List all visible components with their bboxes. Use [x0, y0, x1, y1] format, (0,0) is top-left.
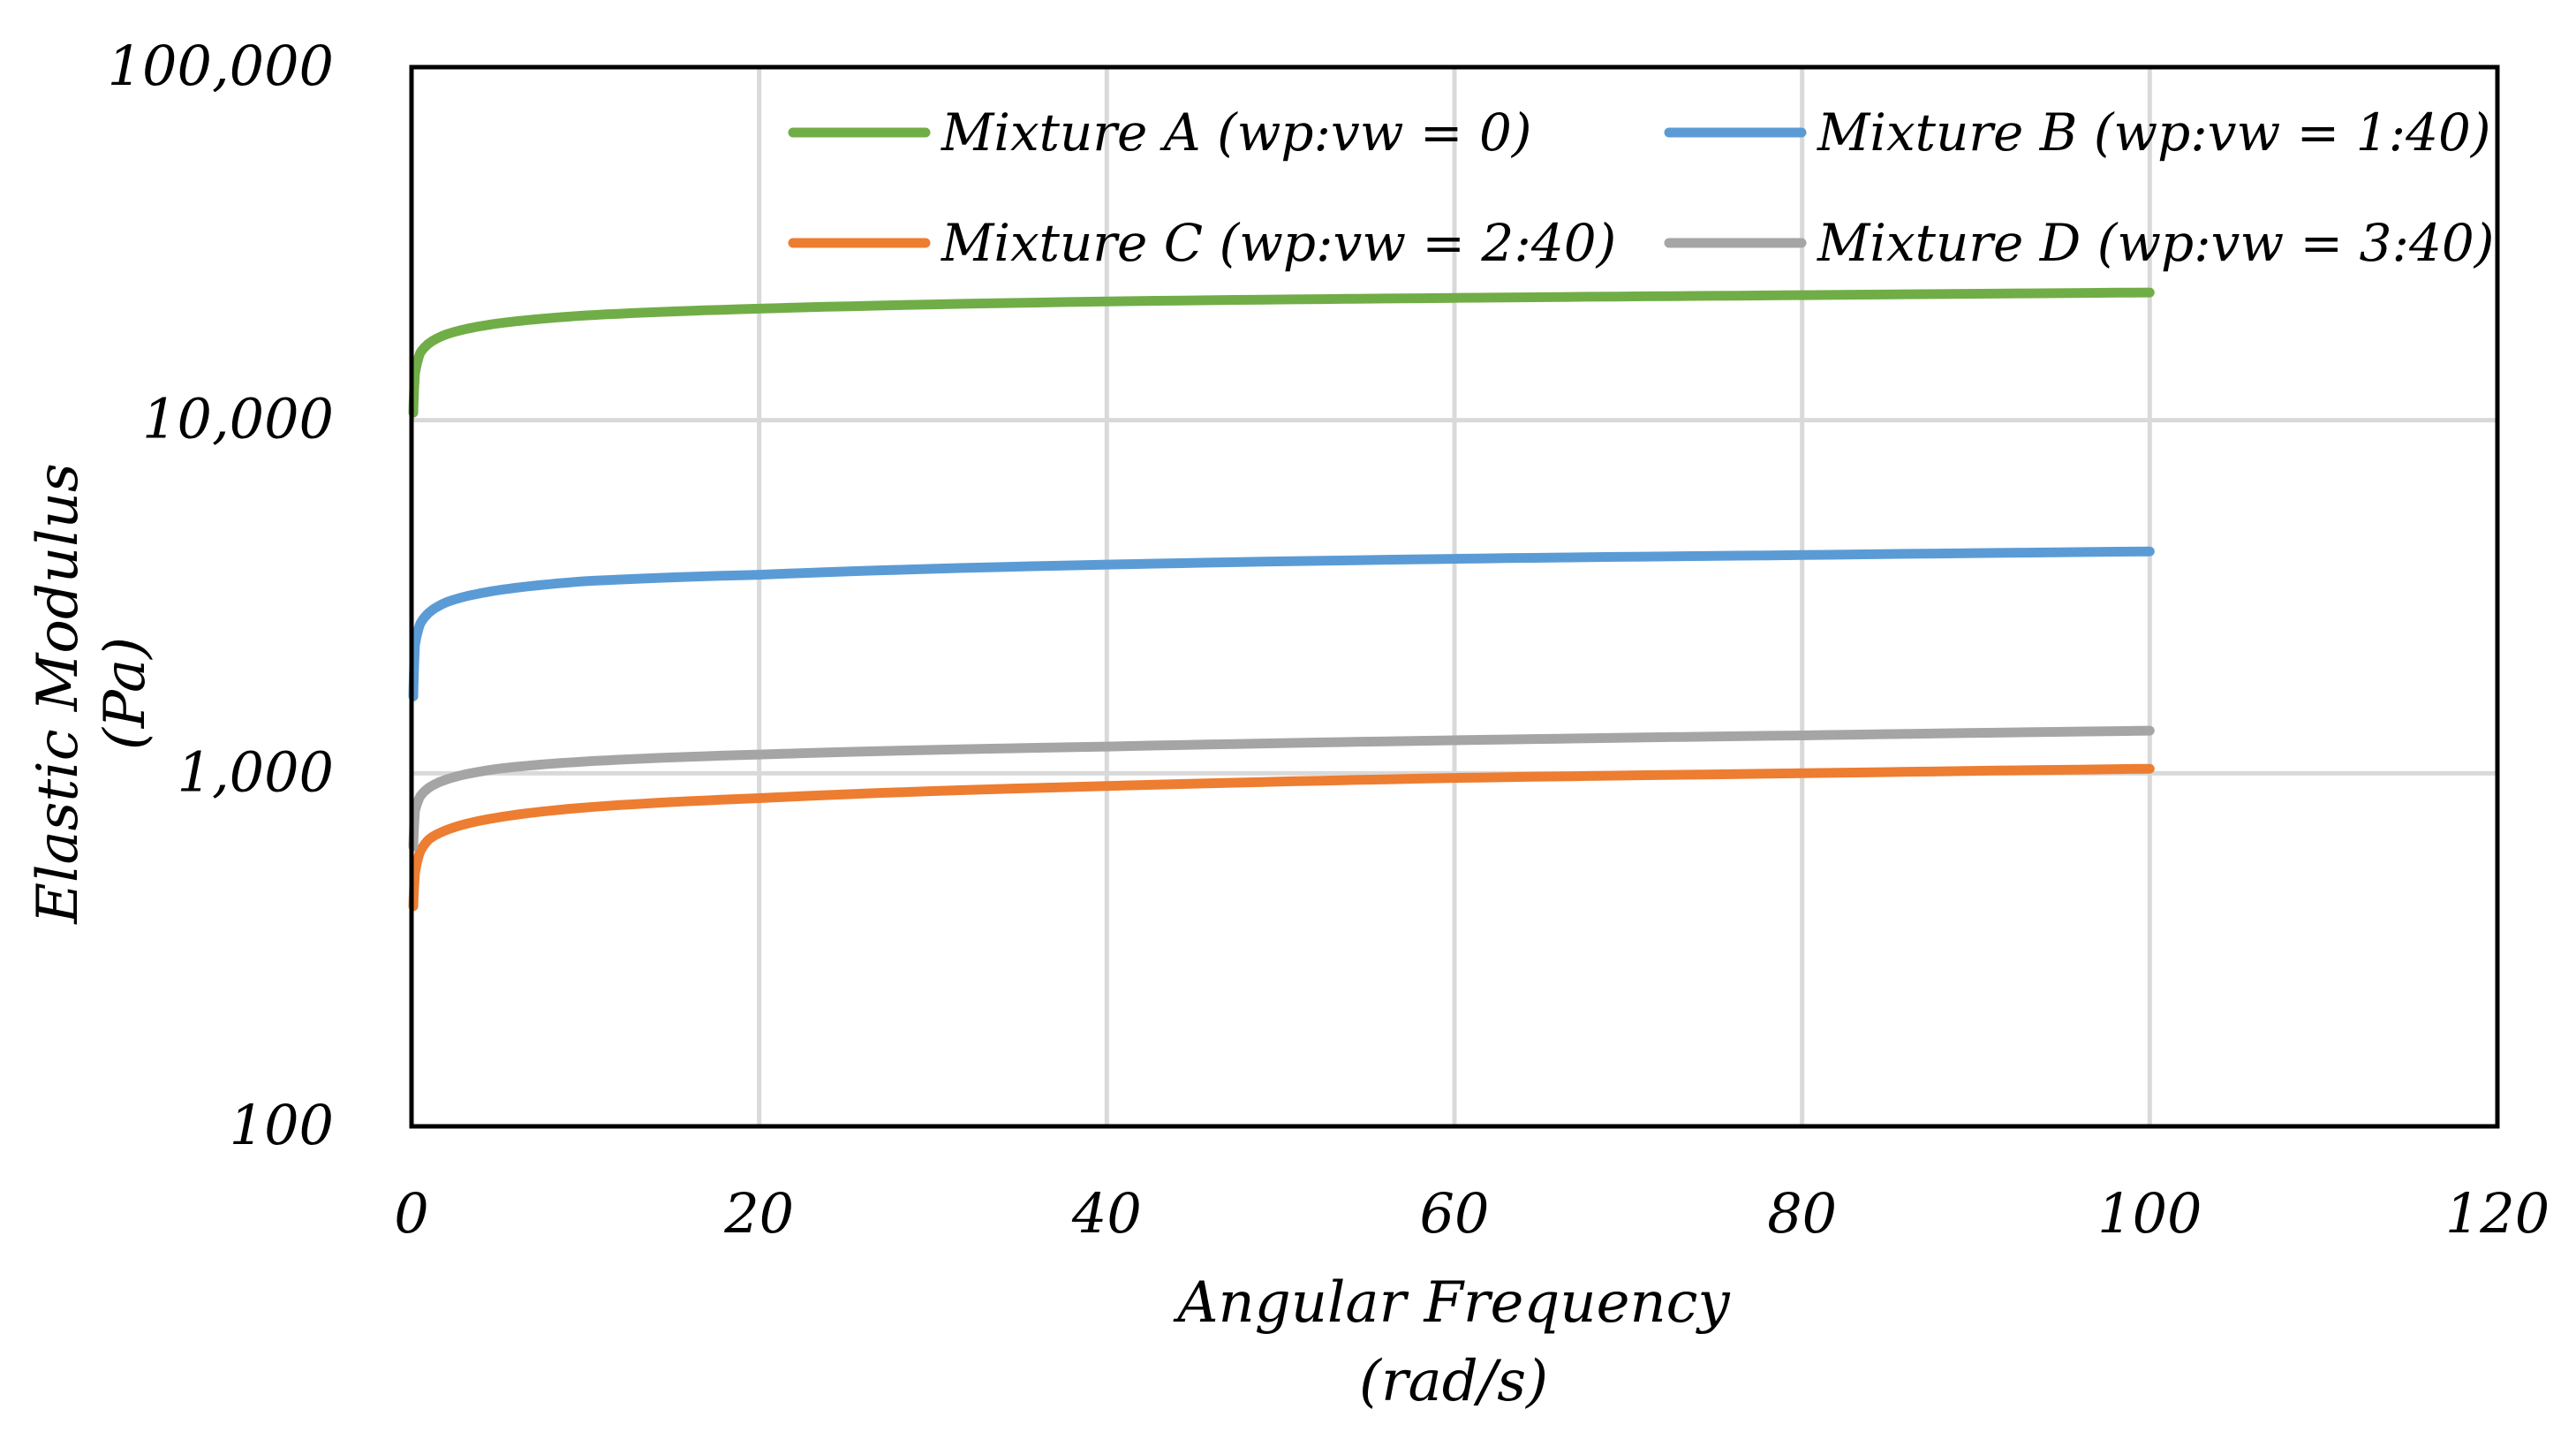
y-tick-label: 100 — [230, 1093, 334, 1157]
y-axis-title: Elastic Modulus (Pa) — [26, 463, 158, 924]
legend-label-mixture-a: Mixture A (wp:vw = 0) — [941, 102, 1531, 163]
x-tick-label: 20 — [723, 1181, 794, 1246]
series-line-mixture-d — [408, 725, 2155, 852]
x-tick-labels: 0 20 40 60 80 100 120 — [394, 1181, 2550, 1246]
series-line-mixture-b — [408, 546, 2155, 701]
series-line-mixture-a — [408, 287, 2155, 418]
legend: Mixture A (wp:vw = 0) Mixture B (wp:vw = … — [788, 102, 2494, 273]
y-tick-label: 100,000 — [108, 34, 334, 98]
x-tick-label: 0 — [394, 1181, 428, 1246]
y-tick-labels: 100 1,000 10,000 100,000 — [108, 34, 334, 1157]
legend-label-mixture-b: Mixture B (wp:vw = 1:40) — [1817, 102, 2491, 163]
x-tick-label: 120 — [2445, 1181, 2550, 1246]
x-axis-title: Angular Frequency (rad/s) — [1173, 1270, 1730, 1414]
y-axis-title-line-2: (Pa) — [93, 637, 158, 750]
plot-frame — [409, 64, 2500, 1129]
y-tick-label: 1,000 — [178, 739, 335, 804]
series-layer — [408, 287, 2155, 912]
legend-label-mixture-c: Mixture C (wp:vw = 2:40) — [941, 213, 1616, 273]
y-tick-label: 10,000 — [142, 387, 334, 451]
series-line-mixture-c — [408, 763, 2155, 912]
x-tick-label: 100 — [2097, 1181, 2202, 1246]
legend-label-mixture-d: Mixture D (wp:vw = 3:40) — [1817, 213, 2494, 273]
x-axis-title-line-1: Angular Frequency — [1173, 1270, 1730, 1336]
x-tick-label: 40 — [1071, 1181, 1142, 1246]
y-axis-title-line-1: Elastic Modulus — [26, 463, 91, 924]
x-tick-label: 60 — [1420, 1181, 1490, 1246]
x-tick-label: 80 — [1767, 1181, 1837, 1246]
x-axis-title-line-2: (rad/s) — [1359, 1349, 1548, 1414]
